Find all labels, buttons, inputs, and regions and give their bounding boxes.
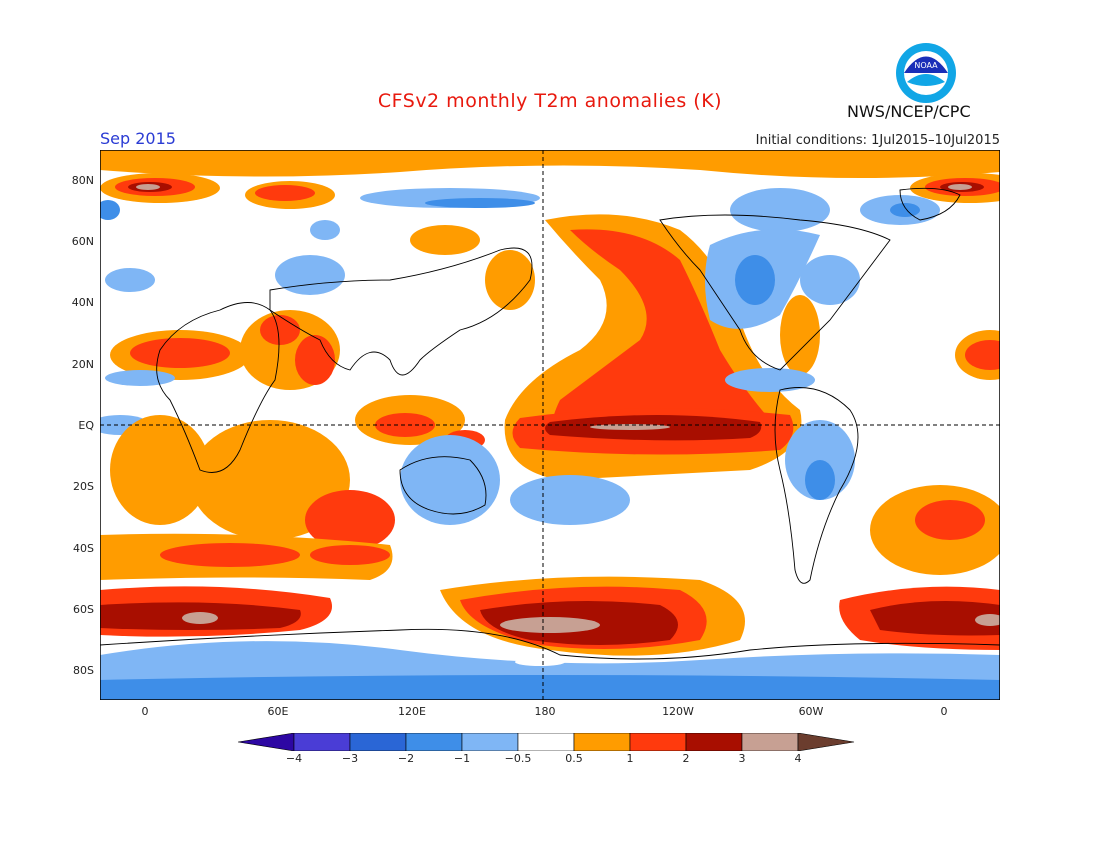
colorbar-label: 2	[682, 752, 690, 765]
anomaly-region	[425, 198, 535, 208]
lon-label: 60E	[267, 705, 289, 718]
lon-label: 0	[141, 705, 149, 718]
lat-label: EQ	[78, 419, 94, 432]
colorbar-label: 4	[794, 752, 802, 765]
lat-label: 20S	[73, 480, 94, 493]
anomaly-region	[400, 435, 500, 525]
logo-text: NOAA	[914, 61, 938, 70]
anomaly-region	[485, 250, 535, 310]
anomaly-region	[130, 338, 230, 368]
anomaly-region	[510, 475, 630, 525]
anomaly-region	[105, 268, 155, 292]
colorbar-segment	[293, 733, 351, 751]
lat-label: 60N	[71, 235, 94, 248]
anomaly-region	[310, 220, 340, 240]
anomaly-region	[780, 295, 820, 375]
colorbar	[238, 733, 855, 751]
anomaly-region	[870, 601, 1000, 636]
colorbar-label: 0.5	[565, 752, 583, 765]
lat-label: 60S	[73, 603, 94, 616]
anomaly-region	[515, 658, 565, 666]
colorbar-segment	[517, 733, 575, 751]
anomaly-region	[275, 255, 345, 295]
lat-label: 20N	[71, 358, 94, 371]
agency-label: NWS/NCEP/CPC	[847, 102, 971, 121]
lon-label: 180	[534, 705, 556, 718]
anomaly-region	[965, 340, 1000, 370]
anomaly-region	[730, 188, 830, 232]
colorbar-label: −2	[397, 752, 415, 765]
colorbar-label: −0.5	[504, 752, 532, 765]
anomaly-region	[105, 370, 175, 386]
anomaly-region	[552, 229, 780, 450]
lon-label: 0	[940, 705, 948, 718]
colorbar-label: 1	[626, 752, 634, 765]
anomaly-map	[100, 150, 1000, 700]
map-title: CFSv2 monthly T2m anomalies (K)	[377, 90, 723, 112]
anomaly-region	[136, 184, 160, 190]
anomaly-region	[915, 500, 985, 540]
colorbar-segment	[797, 733, 855, 751]
anomaly-region	[295, 335, 335, 385]
coastlines	[100, 187, 1000, 660]
anomaly-region	[182, 612, 218, 624]
initial-conditions: Initial conditions: 1Jul2015–10Jul2015	[755, 133, 1000, 148]
lon-label: 120W	[662, 705, 694, 718]
colorbar-segment	[349, 733, 407, 751]
anomaly-region	[800, 255, 860, 305]
forecast-month: Sep 2015	[100, 129, 176, 148]
colorbar-segment	[238, 733, 295, 751]
lon-label: 60W	[798, 705, 824, 718]
anomaly-region	[100, 675, 1000, 700]
anomaly-region	[305, 490, 395, 550]
lon-label: 120E	[398, 705, 426, 718]
colorbar-segment	[573, 733, 631, 751]
anomaly-region	[260, 315, 300, 345]
colorbar-label: −1	[453, 752, 471, 765]
anomaly-region	[160, 543, 300, 567]
anomaly-region	[310, 545, 390, 565]
anomaly-region	[590, 424, 670, 430]
colorbar-segment	[405, 733, 463, 751]
colorbar-label: −3	[341, 752, 359, 765]
colorbar-label: −4	[285, 752, 303, 765]
lat-label: 40S	[73, 542, 94, 555]
anomaly-region	[100, 200, 120, 220]
anomaly-region	[725, 368, 815, 392]
noaa-logo: NOAA	[896, 43, 956, 103]
colorbar-segment	[629, 733, 687, 751]
anomaly-region	[805, 460, 835, 500]
colorbar-label: 3	[738, 752, 746, 765]
anomaly-region	[948, 184, 972, 190]
colorbar-segment	[461, 733, 519, 751]
anomaly-region	[100, 150, 1000, 179]
colorbar-segment	[741, 733, 799, 751]
anomaly-region	[975, 614, 1000, 626]
anomaly-region	[110, 415, 210, 525]
anomaly-region	[500, 617, 600, 633]
anomaly-region	[410, 225, 480, 255]
anomaly-region	[735, 255, 775, 305]
lat-label: 80N	[71, 174, 94, 187]
lat-label: 40N	[71, 296, 94, 309]
anomaly-region	[255, 185, 315, 201]
colorbar-segment	[685, 733, 743, 751]
lat-label: 80S	[73, 664, 94, 677]
anomaly-region	[890, 203, 920, 217]
